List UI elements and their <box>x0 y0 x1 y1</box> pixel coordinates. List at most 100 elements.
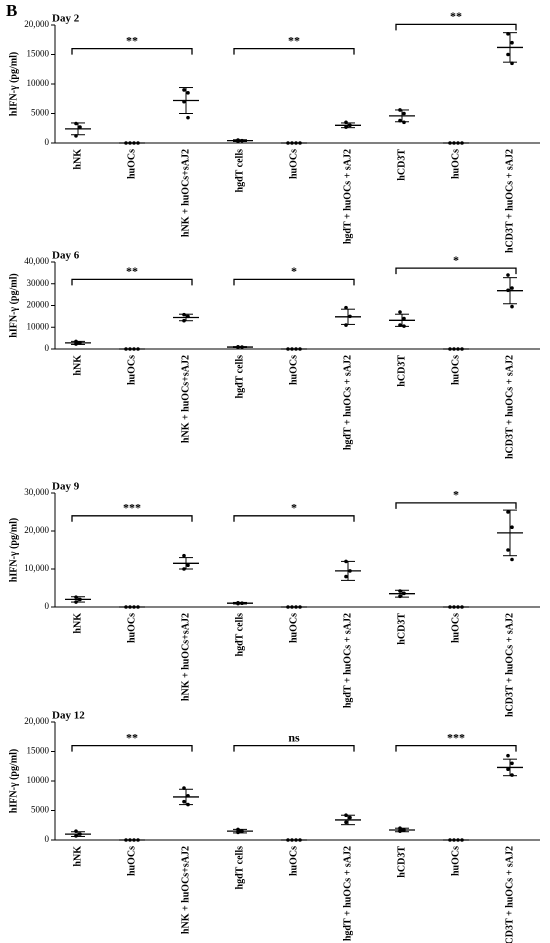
data-point <box>348 815 352 820</box>
data-point <box>74 595 78 599</box>
data-point <box>344 125 348 129</box>
data-point <box>240 601 244 605</box>
data-point <box>510 61 514 66</box>
significance-label: ** <box>288 33 300 47</box>
data-point <box>186 563 190 567</box>
data-point <box>286 347 290 351</box>
x-tick-label: huOCs <box>126 613 137 643</box>
y-tick-label: 10000 <box>27 321 50 331</box>
data-point <box>510 525 514 529</box>
data-point <box>78 597 82 602</box>
data-point <box>186 314 190 319</box>
data-point <box>132 838 136 842</box>
data-point <box>344 559 348 564</box>
x-tick-label: huOCs <box>288 149 299 179</box>
y-tick-label: 30000 <box>27 278 50 288</box>
data-point <box>290 347 294 351</box>
y-tick-label: 5000 <box>31 108 50 118</box>
data-point <box>298 347 302 351</box>
data-point <box>78 341 82 345</box>
y-tick-label: 40,000 <box>24 256 49 266</box>
y-tick-label: 20,000 <box>24 716 49 726</box>
significance-bracket <box>71 515 193 522</box>
significance-label: * <box>453 253 459 267</box>
data-point <box>298 605 302 609</box>
data-point <box>182 318 186 323</box>
panel-title: Day 2 <box>52 13 80 25</box>
x-tick-label: huOCs <box>288 613 299 643</box>
data-point <box>506 273 510 277</box>
x-tick-label: hCD3T <box>396 355 407 387</box>
data-point <box>182 312 186 317</box>
data-point <box>398 323 402 327</box>
data-point <box>298 838 302 842</box>
y-tick-label: 15000 <box>27 746 50 756</box>
x-tick-label: hgdT cells <box>234 613 245 657</box>
data-point <box>452 141 456 145</box>
data-point <box>186 793 190 798</box>
data-point <box>236 345 240 350</box>
data-point <box>182 88 186 92</box>
significance-label: ns <box>288 730 300 744</box>
y-tick-label: 0 <box>45 601 50 611</box>
data-point <box>182 567 186 571</box>
data-point <box>286 838 290 842</box>
data-point <box>74 600 78 604</box>
y-tick-label: 20000 <box>27 300 50 310</box>
x-tick-label: hCD3T + huOCs + sAJ2 <box>504 149 515 253</box>
data-point <box>510 557 514 562</box>
y-axis-label: hIFN-γ (pg/ml) <box>8 52 19 116</box>
data-point <box>74 834 78 838</box>
data-point <box>124 347 128 351</box>
y-tick-label: 20,000 <box>24 19 49 29</box>
x-tick-label: hgdT + huOCs + sAJ2 <box>342 355 353 450</box>
x-tick-label: hNK + huOCs+sAJ2 <box>180 613 191 701</box>
y-tick-label: 10000 <box>27 775 50 785</box>
x-tick-label: hNK + huOCs+sAJ2 <box>180 846 191 934</box>
significance-bracket <box>71 278 193 286</box>
x-tick-label: hgdT cells <box>234 355 245 399</box>
data-point <box>344 120 348 125</box>
significance-label: * <box>453 488 459 502</box>
data-point <box>128 347 132 351</box>
data-point <box>294 838 298 842</box>
data-point <box>348 314 352 319</box>
x-tick-label: hgdT cells <box>234 149 245 193</box>
data-point <box>128 838 132 842</box>
x-tick-label: hCD3T <box>396 149 407 181</box>
data-point <box>290 141 294 145</box>
data-point <box>128 141 132 145</box>
data-point <box>74 339 78 344</box>
data-point <box>456 347 460 351</box>
x-tick-label: hNK <box>72 846 83 867</box>
data-point <box>348 569 352 573</box>
x-tick-label: hNK + huOCs+sAJ2 <box>180 149 191 237</box>
y-axis-label: hIFN-γ (pg/ml) <box>8 518 19 582</box>
significance-bracket <box>395 744 517 752</box>
data-point <box>460 141 464 145</box>
data-point <box>402 324 406 328</box>
panel-label: B <box>6 1 17 20</box>
data-point <box>124 141 128 145</box>
y-tick-label: 5000 <box>31 805 50 815</box>
data-point <box>448 141 452 145</box>
y-axis-label: hIFN-γ (pg/ml) <box>8 749 19 813</box>
data-point <box>506 767 510 771</box>
data-point <box>460 347 464 351</box>
data-point <box>74 342 78 346</box>
x-tick-label: huOCs <box>288 355 299 385</box>
data-point <box>510 761 514 766</box>
significance-label: ** <box>126 264 138 278</box>
data-point <box>344 820 348 825</box>
data-point <box>460 605 464 609</box>
x-tick-label: hgdT + huOCs + sAJ2 <box>342 846 353 941</box>
data-point <box>402 316 406 321</box>
y-tick-label: 10,000 <box>24 563 49 573</box>
data-point <box>294 605 298 609</box>
significance-label: * <box>291 501 297 515</box>
data-point <box>286 605 290 609</box>
data-point <box>294 141 298 145</box>
data-point <box>186 115 190 120</box>
data-point <box>448 605 452 609</box>
